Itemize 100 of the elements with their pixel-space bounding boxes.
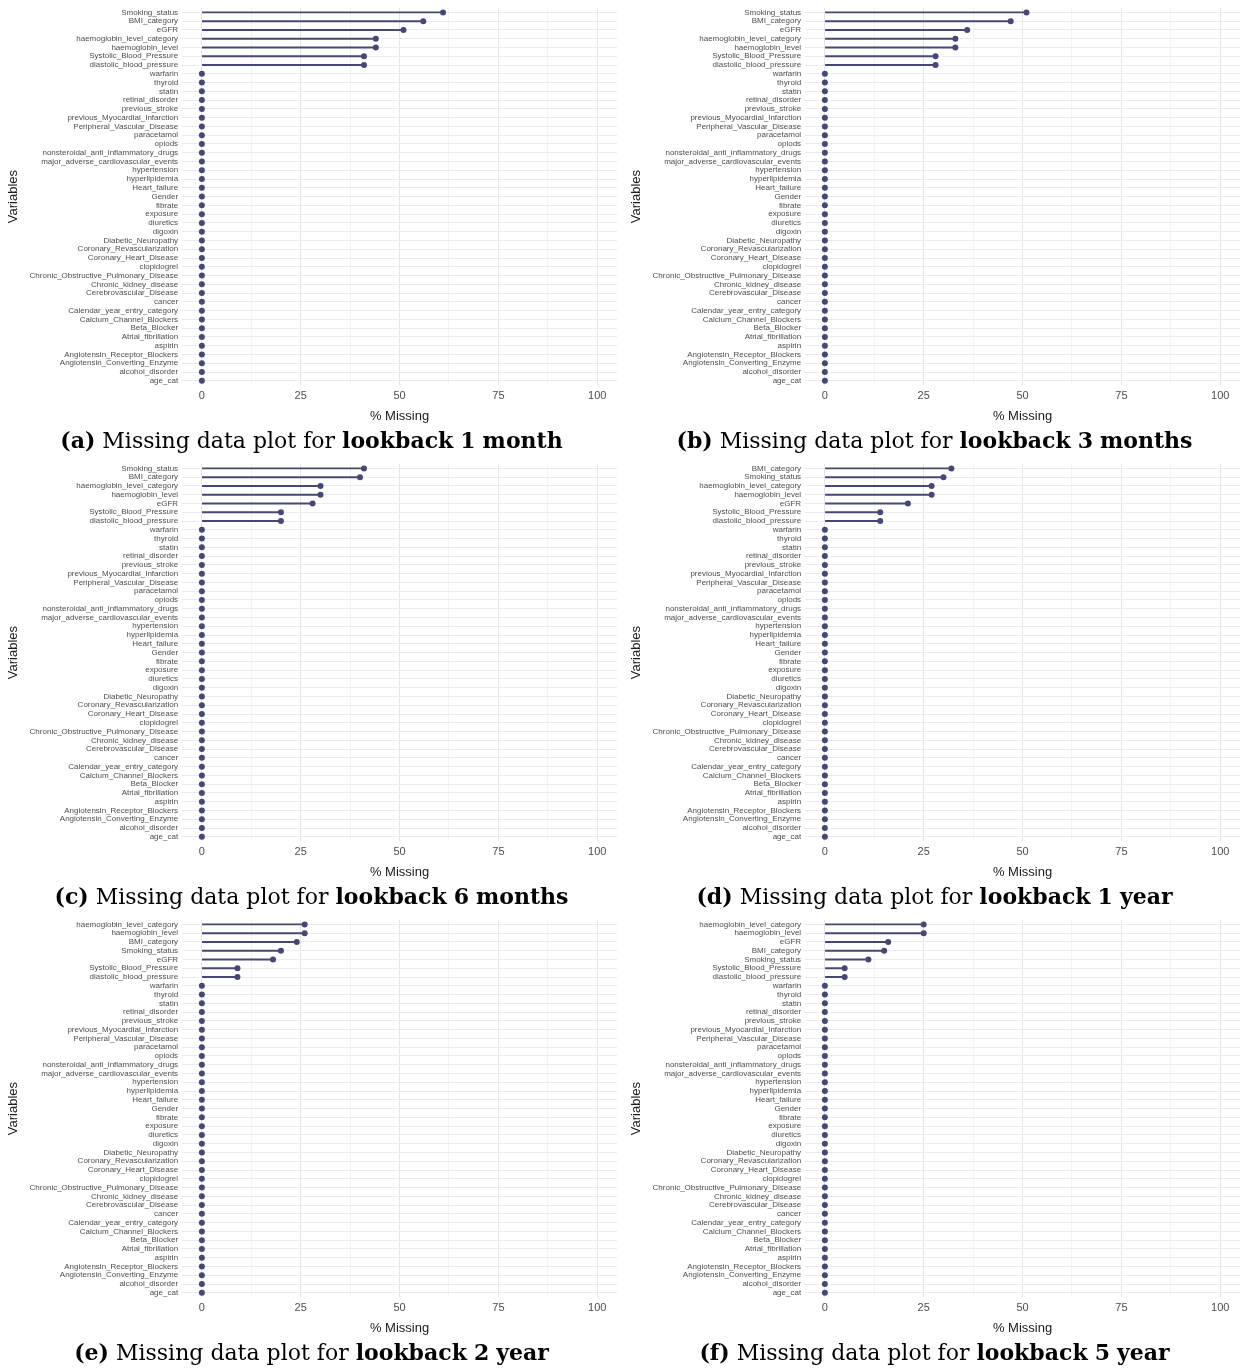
y-tick-label: digoxin (775, 226, 802, 236)
y-tick-label: hypertension (755, 1077, 802, 1087)
point (940, 474, 947, 481)
y-tick-label: statin (158, 998, 179, 1008)
y-tick-label: eGFR (779, 937, 802, 947)
y-tick-label: hyperlipidemia (126, 630, 179, 640)
point (932, 62, 939, 69)
y-tick-label: age_cat (772, 832, 802, 842)
point (1007, 18, 1014, 25)
point (301, 930, 308, 937)
y-tick-label: eGFR (156, 25, 179, 35)
y-tick-label: thyroid (154, 77, 179, 87)
y-tick-label: Beta_Blocker (753, 323, 802, 333)
y-tick-label: digoxin (152, 1138, 179, 1148)
y-tick-label: Smoking_status (744, 7, 802, 17)
y-tick-label: clopidogrel (762, 261, 802, 271)
y-tick-label: cancer (154, 753, 179, 763)
point (400, 26, 407, 33)
y-tick-label: Diabetic_Neuropathy (726, 1147, 802, 1157)
y-tick-label: diuretics (771, 674, 802, 684)
y-tick-label: thyroid (154, 533, 179, 543)
y-tick-label: Chronic_kidney_disease (90, 735, 179, 745)
y-axis-title: Variables (628, 1081, 644, 1136)
y-tick-label: clopidogrel (762, 717, 802, 727)
y-tick-label: eGFR (156, 498, 179, 508)
y-tick-label: haemoglobin_level_category (76, 33, 179, 43)
y-tick-label: Coronary_Revascularization (77, 700, 179, 710)
x-tick-label: 50 (393, 1300, 406, 1313)
y-tick-label: Coronary_Revascularization (700, 244, 802, 254)
y-tick-label: Systolic_Blood_Pressure (712, 51, 802, 61)
y-tick-label: Calendar_year_entry_category (691, 305, 802, 315)
point (920, 921, 927, 928)
point (317, 491, 324, 498)
y-tick-label: haemoglobin_level_category (76, 481, 179, 491)
y-tick-label: exposure (768, 209, 802, 219)
y-tick-label: BMI_category (128, 472, 179, 482)
y-tick-label: thyroid (777, 77, 802, 87)
y-tick-label: cancer (154, 297, 179, 307)
y-tick-label: retinal_disorder (745, 95, 802, 105)
y-tick-label: Coronary_Heart_Disease (710, 253, 802, 263)
y-tick-label: diuretics (148, 218, 179, 228)
y-tick-label: fibrate (155, 200, 179, 210)
y-tick-label: Atrial_fibrillation (121, 332, 179, 342)
y-tick-label: Systolic_Blood_Pressure (89, 963, 179, 973)
y-tick-label: Angiotensin_Converting_Enzyme (59, 358, 179, 368)
y-tick-label: previous_stroke (744, 1016, 802, 1026)
x-axis-title: % Missing (992, 407, 1053, 423)
y-tick-label: Atrial_fibrillation (744, 332, 802, 342)
y-tick-label: Calendar_year_entry_category (68, 1217, 179, 1227)
y-tick-label: opiods (777, 1051, 802, 1061)
x-tick-label: 25 (294, 388, 307, 401)
y-tick-label: warfarin (148, 980, 179, 990)
y-tick-label: haemoglobin_level (734, 42, 802, 52)
y-tick-label: diuretics (771, 218, 802, 228)
y-tick-label: Atrial_fibrillation (121, 788, 179, 798)
x-tick-label: 75 (492, 1300, 505, 1313)
y-tick-label: Beta_Blocker (753, 1235, 802, 1245)
y-tick-label: hypertension (132, 621, 179, 631)
y-tick-label: statin (158, 542, 179, 552)
y-tick-label: previous_Myocardial_Infarction (690, 112, 802, 122)
y-tick-label: fibrate (155, 1112, 179, 1122)
y-tick-label: Calcium_Channel_Blockers (702, 770, 802, 780)
y-tick-label: thyroid (777, 989, 802, 999)
y-tick-label: Beta_Blocker (753, 779, 802, 789)
y-tick-label: thyroid (154, 989, 179, 999)
x-tick-label: 25 (294, 844, 307, 857)
y-tick-label: Calendar_year_entry_category (68, 305, 179, 315)
y-tick-label: statin (158, 86, 179, 96)
y-tick-label: hypertension (132, 1077, 179, 1087)
y-tick-label: Cerebrovascular_Disease (86, 744, 179, 754)
y-tick-label: aspirin (777, 796, 802, 806)
point (277, 518, 284, 525)
y-tick-label: Chronic_Obstructive_Pulmonary_Disease (29, 1182, 179, 1192)
point (360, 53, 367, 60)
y-tick-label: Heart_failure (755, 183, 802, 193)
x-tick-label: 100 (588, 1300, 607, 1313)
y-tick-label: fibrate (155, 656, 179, 666)
point (920, 930, 927, 937)
point (309, 500, 316, 507)
y-tick-label: warfarin (148, 524, 179, 534)
y-tick-label: haemoglobin_level (111, 928, 179, 938)
y-tick-label: Coronary_Heart_Disease (87, 1165, 179, 1175)
y-tick-label: paracetamol (134, 1042, 179, 1052)
text: (e) Missing data plot for lookback 2 year (74, 1339, 549, 1365)
x-tick-label: 100 (588, 844, 607, 857)
y-tick-label: Peripheral_Vascular_Disease (73, 121, 179, 131)
y-tick-label: Heart_failure (755, 639, 802, 649)
y-tick-label: Chronic_Obstructive_Pulmonary_Disease (29, 270, 179, 280)
y-tick-label: nonsteroidal_anti_inflammatory_drugs (665, 603, 802, 613)
y-tick-label: major_adverse_cardiovascular_events (41, 612, 179, 622)
point (420, 18, 427, 25)
point (270, 956, 277, 963)
y-tick-label: major_adverse_cardiovascular_events (41, 156, 179, 166)
y-tick-label: paracetamol (757, 130, 802, 140)
y-tick-label: warfarin (148, 68, 179, 78)
y-tick-label: Coronary_Heart_Disease (710, 709, 802, 719)
y-tick-label: Peripheral_Vascular_Disease (73, 1033, 179, 1043)
y-tick-label: hypertension (755, 621, 802, 631)
y-tick-label: Coronary_Revascularization (700, 700, 802, 710)
y-tick-label: cancer (777, 297, 802, 307)
